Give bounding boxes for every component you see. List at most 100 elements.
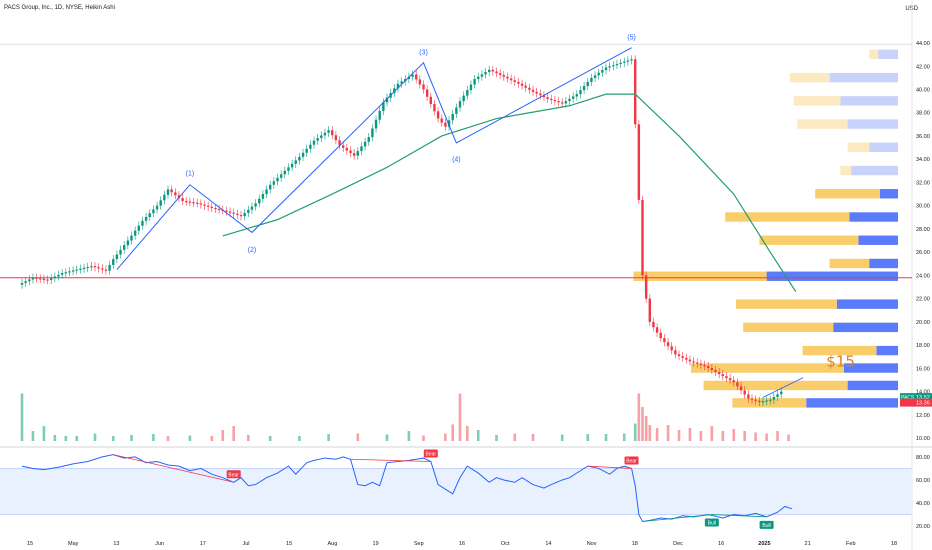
divergence-tag — [423, 449, 438, 458]
time-tick-label: 21 — [805, 541, 811, 547]
divergence-line — [113, 454, 234, 483]
candle-body — [137, 225, 140, 231]
candle-body — [590, 77, 593, 82]
time-tick-label: 15 — [27, 541, 33, 547]
rsi-band — [0, 468, 912, 515]
candle-body — [524, 85, 527, 88]
volume-profile-bar-up — [790, 72, 830, 83]
volume-profile-bar-up — [829, 258, 870, 269]
candle-body — [743, 390, 746, 395]
candle-body — [637, 124, 641, 200]
volume-bar — [710, 426, 714, 441]
candle-body — [261, 194, 265, 199]
moving-average-line — [222, 93, 797, 292]
volume-bar — [560, 434, 564, 441]
divergence-tag-label: Bear — [426, 452, 437, 458]
candle-body — [400, 81, 403, 84]
candle-body — [298, 156, 301, 161]
candle-body — [345, 147, 349, 151]
candle-body — [24, 281, 27, 283]
divergence-tag-label: Bear — [228, 472, 239, 478]
divergence-tag-label: Bear — [626, 458, 637, 464]
candle-body — [648, 298, 651, 322]
candle-body — [133, 230, 137, 236]
volume-bar — [765, 433, 768, 441]
candle-body — [396, 83, 400, 89]
volume-bar — [93, 433, 97, 441]
volume-profile-bar-down — [829, 72, 898, 83]
volume-bar — [42, 426, 46, 441]
wave-label: (1) — [186, 170, 195, 177]
candle-body — [301, 152, 305, 157]
candle-body — [604, 67, 608, 71]
chart-title: PACS Group, Inc., 1D, NYSE, Heikin Ashi — [4, 5, 115, 11]
candle-body — [206, 205, 210, 207]
candle-body — [561, 102, 564, 104]
price-tick-label: 40.00 — [916, 88, 930, 94]
candle-body — [79, 268, 82, 270]
candle-body — [473, 79, 476, 85]
volume-bar — [31, 431, 35, 441]
candle-body — [265, 189, 268, 195]
candle-body — [188, 201, 192, 203]
volume-profile-bar-down — [766, 271, 898, 281]
candle-body — [666, 342, 670, 347]
candle-body — [272, 181, 276, 185]
volume-profile-bar-down — [836, 299, 898, 309]
candle-body — [126, 240, 130, 246]
candle-body — [422, 84, 425, 90]
volume-bar — [699, 431, 703, 441]
candle-body — [699, 363, 703, 365]
candle-body — [104, 269, 108, 271]
candle-body — [130, 235, 133, 241]
volume-bar — [152, 434, 155, 441]
candle-body — [586, 81, 589, 87]
candle-body — [236, 213, 239, 216]
candle-body — [371, 128, 374, 138]
volume-bar — [787, 434, 790, 441]
candle-body — [177, 195, 181, 199]
volume-profile-bar-up — [759, 235, 859, 245]
price-tag-value: 13.52 — [916, 395, 930, 401]
time-tick-label: 2025 — [758, 541, 770, 547]
candle-body — [688, 359, 692, 362]
candle-body — [342, 145, 345, 148]
price-tick-label: 30.00 — [916, 204, 930, 210]
candle-body — [780, 391, 783, 395]
time-tick-label: 16 — [459, 541, 465, 547]
time-tick-label: 18 — [632, 541, 638, 547]
candle-body — [360, 146, 363, 152]
volume-profile-bar-down — [869, 258, 898, 269]
candle-body — [192, 202, 195, 204]
candle-body — [517, 81, 520, 84]
time-tick-label: Jul — [242, 541, 249, 547]
candle-body — [451, 113, 454, 121]
candle-body — [670, 346, 673, 351]
candle-body — [732, 380, 735, 383]
volume-bar — [637, 393, 641, 441]
time-tick-label: Sep — [414, 541, 424, 547]
candle-body — [210, 206, 213, 209]
candle-body — [440, 118, 443, 123]
candle-body — [382, 102, 385, 112]
candle-body — [612, 65, 615, 67]
candle-body — [491, 69, 495, 72]
time-tick-label: 18 — [891, 541, 897, 547]
candle-body — [170, 189, 173, 193]
candle-body — [71, 270, 75, 272]
candle-body — [458, 101, 462, 108]
candle-body — [287, 167, 290, 171]
volume-bar — [466, 426, 469, 441]
candle-body — [477, 76, 480, 80]
price-tag — [900, 393, 932, 402]
candle-body — [692, 361, 695, 363]
candle-body — [513, 80, 516, 82]
candle-body — [634, 59, 637, 125]
candle-body — [203, 204, 206, 206]
candle-body — [148, 213, 151, 218]
candle-body — [334, 135, 338, 141]
candle-body — [433, 104, 436, 112]
rsi-tick-label: 20.00 — [916, 524, 930, 530]
candle-body — [93, 266, 97, 268]
